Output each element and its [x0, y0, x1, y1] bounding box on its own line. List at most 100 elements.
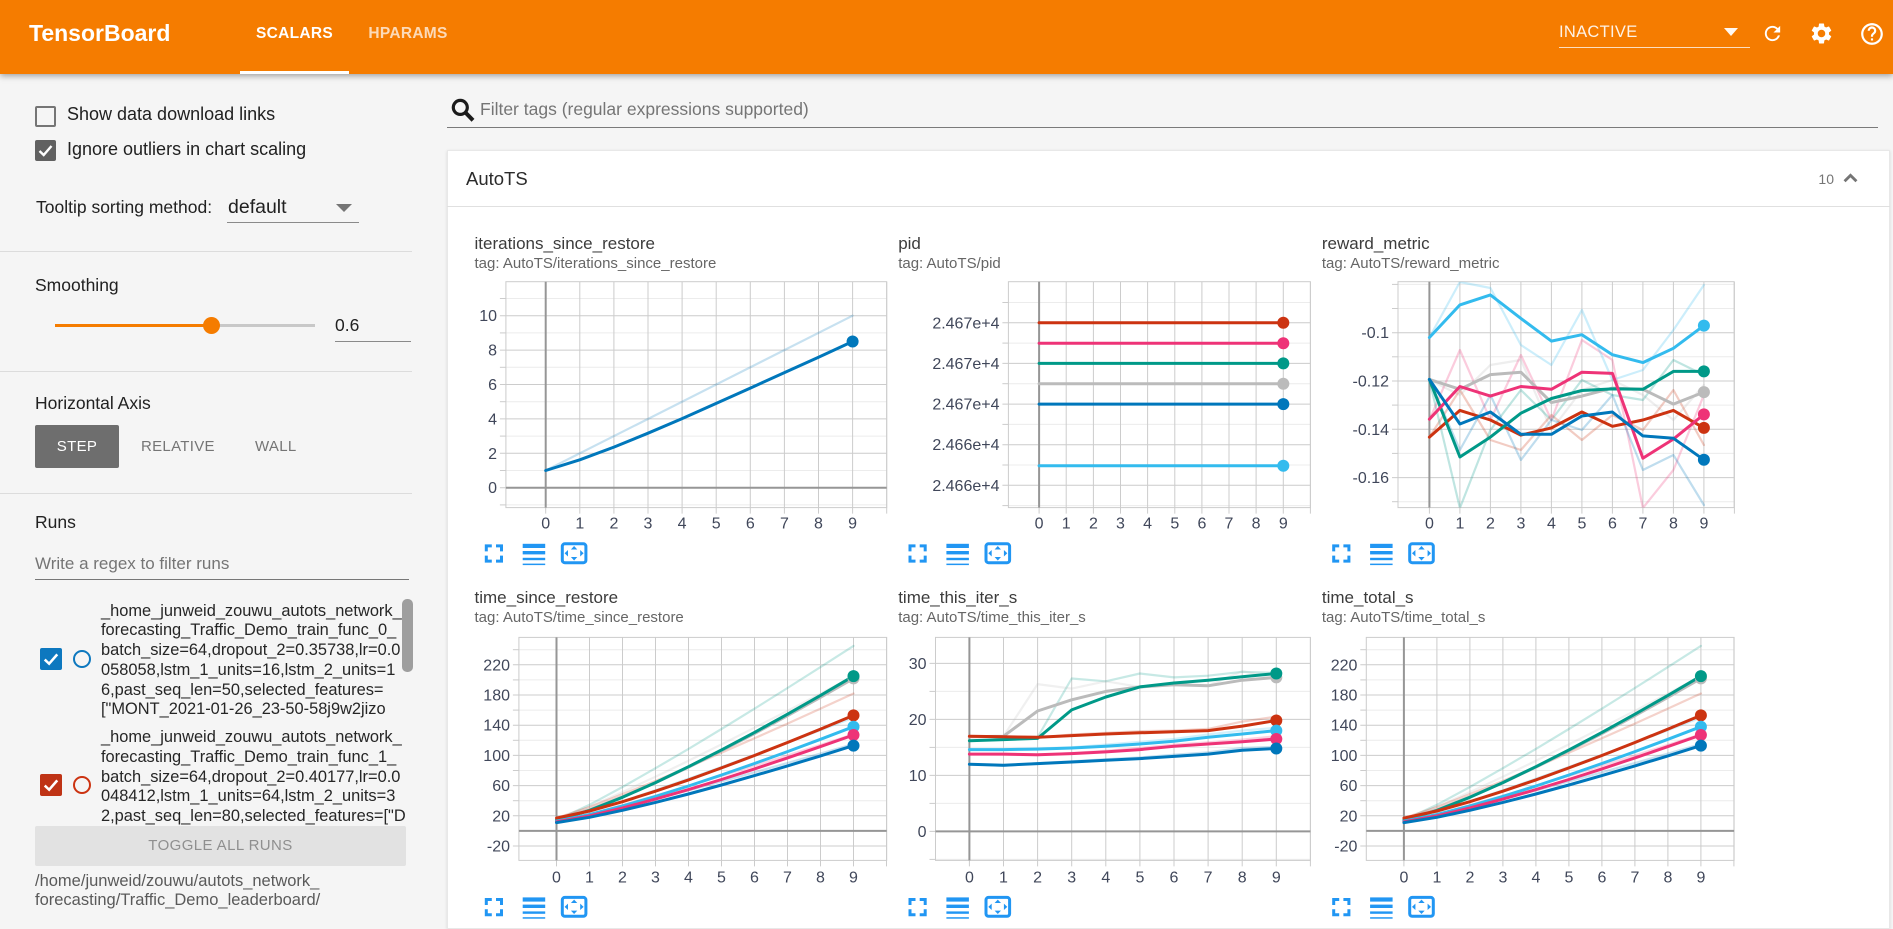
- svg-text:9: 9: [1696, 870, 1705, 887]
- svg-text:220: 220: [1331, 657, 1358, 674]
- svg-text:reward_metric: reward_metric: [1322, 234, 1430, 253]
- svg-text:5: 5: [1564, 870, 1573, 887]
- svg-text:2.466e+4: 2.466e+4: [932, 478, 999, 495]
- svg-text:tag: AutoTS/reward_metric: tag: AutoTS/reward_metric: [1322, 255, 1500, 272]
- svg-text:3: 3: [644, 516, 653, 533]
- svg-text:6: 6: [750, 870, 759, 887]
- svg-text:7: 7: [1638, 516, 1647, 533]
- svg-text:60: 60: [1340, 778, 1358, 795]
- svg-text:4: 4: [684, 870, 693, 887]
- svg-text:6: 6: [746, 516, 755, 533]
- svg-text:4: 4: [678, 516, 687, 533]
- svg-text:8: 8: [1663, 870, 1672, 887]
- svg-text:-0.14: -0.14: [1353, 422, 1390, 439]
- svg-text:3: 3: [1498, 870, 1507, 887]
- svg-text:pid: pid: [898, 234, 921, 253]
- svg-text:0: 0: [552, 870, 561, 887]
- svg-text:2: 2: [1465, 870, 1474, 887]
- svg-text:6: 6: [488, 377, 497, 394]
- svg-text:4: 4: [1101, 870, 1110, 887]
- svg-text:0: 0: [1425, 516, 1434, 533]
- svg-text:1: 1: [999, 870, 1008, 887]
- svg-text:2.467e+4: 2.467e+4: [932, 356, 999, 373]
- svg-text:1: 1: [1432, 870, 1441, 887]
- svg-text:7: 7: [780, 516, 789, 533]
- svg-text:3: 3: [1116, 516, 1125, 533]
- svg-text:0: 0: [918, 824, 927, 841]
- svg-text:220: 220: [483, 657, 510, 674]
- svg-text:iterations_since_restore: iterations_since_restore: [475, 234, 655, 253]
- svg-text:3: 3: [651, 870, 660, 887]
- svg-text:180: 180: [1331, 688, 1358, 705]
- svg-text:6: 6: [1197, 516, 1206, 533]
- svg-text:tag: AutoTS/time_since_restore: tag: AutoTS/time_since_restore: [475, 609, 684, 626]
- svg-text:4: 4: [1547, 516, 1556, 533]
- svg-text:2.467e+4: 2.467e+4: [932, 397, 999, 414]
- svg-text:9: 9: [1699, 516, 1708, 533]
- svg-text:1: 1: [575, 516, 584, 533]
- svg-text:4: 4: [1531, 870, 1540, 887]
- svg-text:7: 7: [1204, 870, 1213, 887]
- svg-text:2.467e+4: 2.467e+4: [932, 315, 999, 332]
- svg-text:time_since_restore: time_since_restore: [475, 588, 619, 607]
- svg-text:2.466e+4: 2.466e+4: [932, 437, 999, 454]
- svg-text:8: 8: [488, 343, 497, 360]
- svg-text:2: 2: [1486, 516, 1495, 533]
- svg-text:9: 9: [849, 870, 858, 887]
- svg-text:6: 6: [1608, 516, 1617, 533]
- svg-text:8: 8: [816, 870, 825, 887]
- svg-text:10: 10: [479, 308, 497, 325]
- svg-text:8: 8: [814, 516, 823, 533]
- svg-text:time_this_iter_s: time_this_iter_s: [898, 588, 1017, 607]
- svg-text:2: 2: [1089, 516, 1098, 533]
- svg-text:2: 2: [1033, 870, 1042, 887]
- svg-text:5: 5: [1170, 516, 1179, 533]
- svg-text:3: 3: [1067, 870, 1076, 887]
- svg-text:9: 9: [848, 516, 857, 533]
- svg-text:140: 140: [483, 718, 510, 735]
- svg-text:tag: AutoTS/time_total_s: tag: AutoTS/time_total_s: [1322, 609, 1485, 626]
- svg-text:5: 5: [717, 870, 726, 887]
- svg-text:0: 0: [965, 870, 974, 887]
- svg-text:1: 1: [1062, 516, 1071, 533]
- svg-text:20: 20: [492, 808, 510, 825]
- svg-text:7: 7: [1630, 870, 1639, 887]
- svg-text:100: 100: [1331, 748, 1358, 765]
- svg-text:tag: AutoTS/time_this_iter_s: tag: AutoTS/time_this_iter_s: [898, 609, 1086, 626]
- svg-text:2: 2: [488, 446, 497, 463]
- svg-text:-20: -20: [1334, 839, 1357, 856]
- svg-text:9: 9: [1279, 516, 1288, 533]
- svg-text:tag: AutoTS/pid: tag: AutoTS/pid: [898, 255, 1001, 272]
- svg-text:10: 10: [909, 768, 927, 785]
- svg-text:8: 8: [1252, 516, 1261, 533]
- svg-text:180: 180: [483, 688, 510, 705]
- svg-text:60: 60: [492, 778, 510, 795]
- svg-text:-0.1: -0.1: [1361, 325, 1389, 342]
- svg-text:2: 2: [609, 516, 618, 533]
- svg-text:4: 4: [488, 411, 497, 428]
- svg-text:0: 0: [541, 516, 550, 533]
- svg-text:20: 20: [909, 712, 927, 729]
- svg-text:4: 4: [1143, 516, 1152, 533]
- svg-text:20: 20: [1340, 808, 1358, 825]
- svg-text:3: 3: [1516, 516, 1525, 533]
- svg-text:7: 7: [783, 870, 792, 887]
- svg-text:5: 5: [1135, 870, 1144, 887]
- svg-text:tag: AutoTS/iterations_since_r: tag: AutoTS/iterations_since_restore: [475, 255, 717, 272]
- svg-text:5: 5: [1577, 516, 1586, 533]
- svg-text:-0.16: -0.16: [1353, 470, 1390, 487]
- svg-text:-0.12: -0.12: [1353, 374, 1390, 391]
- svg-text:8: 8: [1669, 516, 1678, 533]
- svg-text:time_total_s: time_total_s: [1322, 588, 1414, 607]
- svg-text:5: 5: [712, 516, 721, 533]
- svg-text:140: 140: [1331, 718, 1358, 735]
- svg-text:-20: -20: [487, 839, 510, 856]
- svg-text:6: 6: [1170, 870, 1179, 887]
- svg-text:1: 1: [1455, 516, 1464, 533]
- svg-text:2: 2: [618, 870, 627, 887]
- svg-text:30: 30: [909, 656, 927, 673]
- svg-text:6: 6: [1597, 870, 1606, 887]
- svg-text:0: 0: [1035, 516, 1044, 533]
- svg-text:0: 0: [488, 480, 497, 497]
- svg-text:0: 0: [1399, 870, 1408, 887]
